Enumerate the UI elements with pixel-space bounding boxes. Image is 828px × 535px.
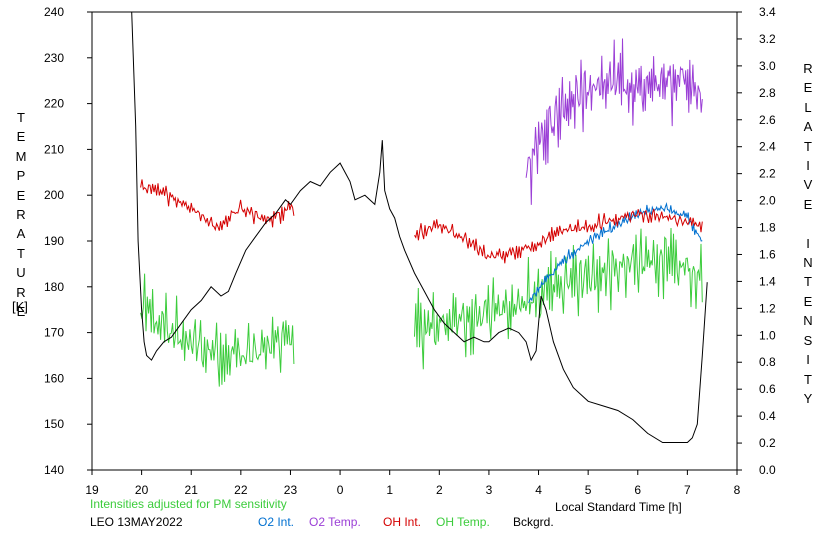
x-tick-label: 8: [734, 483, 741, 497]
y-left-label-letter: R: [16, 284, 26, 300]
y-right-label-letter: E: [803, 80, 813, 96]
y-left-tick-label: 230: [44, 51, 64, 65]
x-tick-label: 5: [585, 483, 592, 497]
x-tick-label: 1: [386, 483, 393, 497]
y-right-tick-label: 1.0: [759, 328, 776, 342]
x-tick-label: 7: [684, 483, 691, 497]
x-tick-label: 23: [284, 483, 298, 497]
series-line-o2-int: [528, 202, 703, 304]
x-tick-label: 6: [634, 483, 641, 497]
y-right-label-letter: [801, 214, 815, 233]
y-right-tick-label: 2.6: [759, 113, 776, 127]
legend-oh-temp: OH Temp.: [436, 515, 490, 529]
x-tick-label: 2: [436, 483, 443, 497]
y-right-label-letter: I: [806, 235, 810, 251]
y-right-label-letter: N: [803, 255, 813, 271]
y-right-axis-ticks: 0.0 0.2 0.4 0.6 0.8 1.0 1.2 1.4 1.6 1.8 2.0 2.2 2.4 2…: [737, 5, 776, 477]
y-left-label-letter: T: [17, 245, 25, 261]
y-right-label-letter: N: [803, 313, 813, 329]
y-right-tick-label: 3.2: [759, 32, 776, 46]
y-left-tick-label: 200: [44, 188, 64, 202]
y-right-tick-label: 2.0: [759, 194, 776, 208]
y-left-label-letter: E: [16, 304, 26, 320]
y-right-label-letter: I: [806, 352, 810, 368]
legend-bckgrd: Bckgrd.: [513, 515, 554, 529]
y-right-tick-label: 0.4: [759, 409, 776, 423]
y-left-label-letter: E: [16, 129, 26, 145]
y-left-tick-label: 180: [44, 280, 64, 294]
y-left-tick-label: 210: [44, 142, 64, 156]
y-left-tick-label: 160: [44, 371, 64, 385]
y-right-tick-label: 0.6: [759, 382, 776, 396]
y-right-tick-label: 1.2: [759, 301, 776, 315]
y-right-tick-label: 3.0: [759, 59, 776, 73]
y-right-tick-label: 1.4: [759, 274, 776, 288]
y-left-label-letter: U: [16, 265, 26, 281]
legend-o2-int: O2 Int.: [258, 515, 295, 529]
y-right-label-letter: V: [803, 177, 813, 193]
y-right-label-letter: T: [804, 371, 812, 387]
y-left-axis-ticks: 140 150 160 170 180 190 200 210 220 230 240: [44, 5, 92, 477]
y-right-tick-label: 2.8: [759, 86, 776, 100]
y-right-label-letter: Y: [803, 390, 813, 406]
y-left-tick-label: 140: [44, 463, 64, 477]
y-right-tick-label: 2.4: [759, 140, 776, 154]
x-tick-label: 20: [135, 483, 149, 497]
plot-lines: [131, 11, 708, 443]
x-tick-label: 3: [486, 483, 493, 497]
y-right-label-letter: L: [804, 99, 812, 115]
y-right-label-letter: E: [803, 196, 813, 212]
y-right-tick-label: 2.2: [759, 167, 776, 181]
series-line-oh-int: [414, 208, 703, 264]
legend-oh-int: OH Int.: [383, 515, 422, 529]
y-right-tick-label: 1.6: [759, 247, 776, 261]
y-right-label-letter: R: [803, 61, 813, 76]
x-tick-label: 22: [234, 483, 248, 497]
y-right-label-letter: A: [803, 119, 813, 135]
y-right-tick-label: 1.8: [759, 221, 776, 235]
station-label: LEO 13MAY2022: [90, 515, 183, 529]
y-right-tick-label: 3.4: [759, 5, 776, 19]
x-axis-label: Local Standard Time [h]: [555, 500, 682, 514]
y-right-tick-label: 0.8: [759, 355, 776, 369]
y-right-tick-label: 0.0: [759, 463, 776, 477]
series-line-oh-temp: [140, 273, 295, 387]
y-right-label-letter: S: [803, 332, 813, 348]
y-left-tick-label: 240: [44, 5, 64, 19]
y-right-label-letter: I: [806, 158, 810, 174]
series-line-o2-temp: [525, 38, 703, 205]
y-left-tick-label: 150: [44, 417, 64, 431]
y-right-label-letter: T: [804, 138, 812, 154]
y-left-label-letter: P: [16, 168, 26, 184]
y-left-tick-label: 220: [44, 97, 64, 111]
y-left-label-letter: A: [16, 226, 26, 242]
y-right-label-letter: T: [804, 274, 812, 290]
y-left-label-letter: E: [16, 187, 26, 203]
y-right-label-letter: E: [803, 293, 813, 309]
y-left-unit-label: [K]: [12, 299, 28, 314]
series-line-bckgrd: [131, 11, 708, 443]
x-tick-label: 0: [337, 483, 344, 497]
note-text: Intensities adjusted for PM sensitivity: [90, 497, 287, 511]
y-right-tick-label: 0.2: [759, 436, 776, 450]
series-line-oh-temp: [414, 227, 703, 370]
x-axis-ticks: 19 20 21 22 23 0 1 2 3 4 5 6 7 8: [85, 470, 741, 497]
y-left-tick-label: 190: [44, 234, 64, 248]
legend-o2-temp: O2 Temp.: [309, 515, 361, 529]
x-tick-label: 4: [535, 483, 542, 497]
y-left-label-letter: M: [15, 148, 27, 164]
x-tick-label: 21: [185, 483, 199, 497]
y-left-label-letter: T: [17, 110, 25, 125]
y-left-tick-label: 170: [44, 326, 64, 340]
x-tick-label: 19: [85, 483, 99, 497]
y-left-label-letter: R: [16, 207, 26, 223]
series-line-oh-int: [140, 179, 295, 232]
